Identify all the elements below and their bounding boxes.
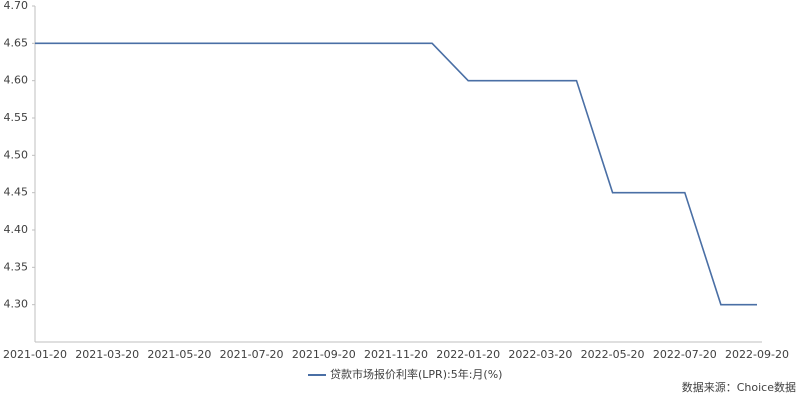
x-tick-label: 2021-01-20 xyxy=(3,348,67,361)
y-tick-label: 4.40 xyxy=(4,223,29,236)
x-tick-label: 2021-07-20 xyxy=(220,348,284,361)
x-tick-label: 2021-11-20 xyxy=(364,348,428,361)
x-tick-label: 2021-09-20 xyxy=(292,348,356,361)
legend-label: 贷款市场报价利率(LPR):5年:月(%) xyxy=(330,367,502,381)
y-tick-label: 4.55 xyxy=(4,111,29,124)
y-tick-label: 4.30 xyxy=(4,298,29,311)
x-tick-label: 2022-05-20 xyxy=(581,348,645,361)
y-tick-label: 4.60 xyxy=(4,74,29,87)
x-tick-label: 2022-03-20 xyxy=(508,348,572,361)
x-tick-label: 2022-09-20 xyxy=(725,348,789,361)
x-tick-label: 2021-05-20 xyxy=(147,348,211,361)
y-tick-label: 4.70 xyxy=(4,0,29,12)
x-tick-label: 2021-03-20 xyxy=(75,348,139,361)
x-tick-label: 2022-01-20 xyxy=(436,348,500,361)
y-tick-label: 4.35 xyxy=(4,260,29,273)
x-tick-label: 2022-07-20 xyxy=(653,348,717,361)
data-line xyxy=(35,42,757,306)
source-note: 数据来源：Choice数据 xyxy=(682,380,796,394)
y-tick-label: 4.45 xyxy=(4,186,29,199)
y-tick-label: 4.50 xyxy=(4,148,29,161)
y-tick-label: 4.65 xyxy=(4,36,29,49)
